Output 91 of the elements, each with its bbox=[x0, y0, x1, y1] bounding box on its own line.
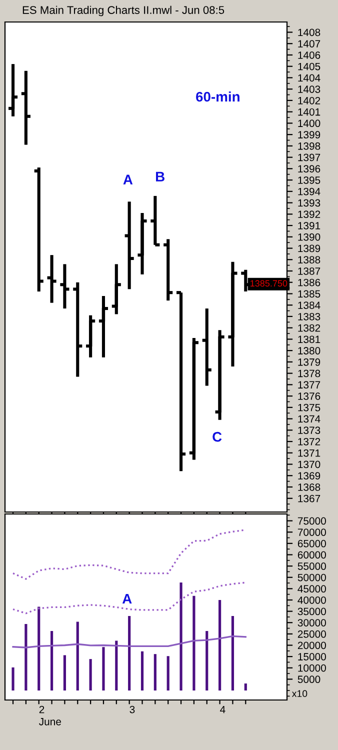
annotation: A bbox=[123, 174, 133, 184]
y-tick-label: 1392 bbox=[298, 210, 320, 218]
y-tick-label: 1391 bbox=[298, 222, 320, 230]
y-tick-label: 1385 bbox=[298, 290, 320, 298]
y-tick-label: 1396 bbox=[298, 165, 320, 173]
x-tick-label: 3 bbox=[130, 706, 135, 714]
y-tick-label: 1382 bbox=[298, 324, 320, 332]
bar bbox=[12, 667, 14, 690]
y-tick-label: 1403 bbox=[298, 86, 320, 93]
bar bbox=[166, 656, 170, 690]
line-series bbox=[12, 582, 246, 614]
bar bbox=[102, 647, 105, 690]
bar bbox=[206, 630, 208, 690]
y-tick-label: 35000 bbox=[298, 608, 326, 616]
bar bbox=[231, 616, 234, 690]
y-tick-label: 1400 bbox=[298, 120, 320, 128]
y-tick-label: 10000 bbox=[298, 664, 326, 672]
annotation: 1385.750 bbox=[250, 280, 288, 287]
bar bbox=[50, 630, 54, 690]
y-tick-label: 1402 bbox=[298, 96, 320, 104]
y-tick-label: 1408 bbox=[298, 28, 320, 36]
y-tick-label: 1388 bbox=[298, 256, 320, 264]
y-tick-label: 1377 bbox=[298, 381, 320, 389]
y-tick-label: 1401 bbox=[298, 108, 320, 116]
y-tick-label: 1375 bbox=[298, 404, 320, 412]
y-tick-label: 1386 bbox=[298, 278, 320, 286]
line-series bbox=[12, 635, 246, 648]
bar bbox=[24, 624, 28, 690]
y-tick-label: 1390 bbox=[298, 233, 320, 241]
bar bbox=[244, 683, 247, 690]
y-tick-label: 40000 bbox=[298, 596, 326, 604]
y-tick-label: 1405 bbox=[298, 62, 320, 70]
y-tick-label: 1407 bbox=[298, 40, 320, 48]
y-tick-label: 1367 bbox=[298, 494, 320, 502]
y-tick-label: 1378 bbox=[298, 370, 320, 378]
bar bbox=[115, 640, 118, 690]
bar bbox=[218, 600, 222, 690]
y-tick-label: 1374 bbox=[298, 415, 320, 423]
y-tick-label: 1383 bbox=[298, 312, 320, 320]
y-tick-label: 1389 bbox=[298, 244, 320, 252]
bar bbox=[38, 606, 40, 690]
y-tick-label: 55000 bbox=[298, 562, 326, 570]
bar bbox=[192, 596, 196, 690]
y-tick-label: 45000 bbox=[298, 585, 326, 593]
x-tick-label: 2 bbox=[39, 706, 44, 714]
y-tick-label: 25000 bbox=[298, 630, 326, 638]
annotation: A bbox=[122, 594, 132, 604]
y-tick-label: 60000 bbox=[298, 551, 326, 559]
bar bbox=[140, 651, 144, 690]
y-tick-label: 1384 bbox=[298, 302, 320, 309]
y-tick-label: 1381 bbox=[298, 336, 320, 344]
bar bbox=[180, 582, 182, 690]
y-tick-label: 1370 bbox=[298, 460, 320, 468]
line-series bbox=[12, 529, 246, 580]
y-tick-label: 1368 bbox=[298, 483, 320, 491]
y-tick-label: 70000 bbox=[298, 528, 326, 536]
y-tick-label: 1371 bbox=[298, 449, 320, 457]
y-tick-label: 1394 bbox=[298, 188, 320, 196]
y-tick-label: 20000 bbox=[298, 642, 326, 650]
y-tick-label: 1380 bbox=[298, 347, 320, 354]
y-tick-label: 1397 bbox=[298, 154, 320, 162]
bar bbox=[76, 622, 79, 690]
bar bbox=[128, 616, 131, 690]
y-tick-label: 1398 bbox=[298, 142, 320, 150]
y-tick-label: 1376 bbox=[298, 392, 320, 400]
y-tick-label: 65000 bbox=[298, 540, 326, 548]
bar bbox=[89, 659, 92, 690]
annotation: 60-min bbox=[196, 91, 240, 102]
chart-title: ES Main Trading Charts II.mwl - Jun 08:5 bbox=[22, 6, 224, 16]
x-tick-label: 4 bbox=[220, 706, 226, 714]
y-tick-label: 1404 bbox=[298, 74, 320, 82]
y-tick-label: 5000 bbox=[298, 676, 320, 684]
bar bbox=[63, 655, 66, 690]
x-axis-title: June bbox=[39, 718, 61, 726]
bar bbox=[154, 654, 156, 690]
y-tick-label: 50000 bbox=[298, 574, 326, 582]
y-tick-label: 1395 bbox=[298, 176, 320, 184]
annotation: B bbox=[156, 172, 164, 182]
y-tick-label: 1373 bbox=[298, 426, 320, 434]
y-tick-label: 30000 bbox=[298, 619, 326, 626]
y-tick-label: 1399 bbox=[298, 131, 320, 138]
y-tick-label: 75000 bbox=[298, 517, 326, 525]
y-tick-label: 15000 bbox=[298, 653, 326, 660]
y-tick-label: 1369 bbox=[298, 472, 320, 480]
annotation: C bbox=[212, 432, 222, 442]
y-tick-label: 1406 bbox=[298, 51, 320, 59]
y-tick-label: 1379 bbox=[298, 358, 320, 366]
y-tick-label: 1393 bbox=[298, 199, 320, 207]
y-tick-label: 1372 bbox=[298, 438, 320, 446]
y-tick-label: 1387 bbox=[298, 267, 320, 275]
text: x10 bbox=[292, 690, 308, 698]
